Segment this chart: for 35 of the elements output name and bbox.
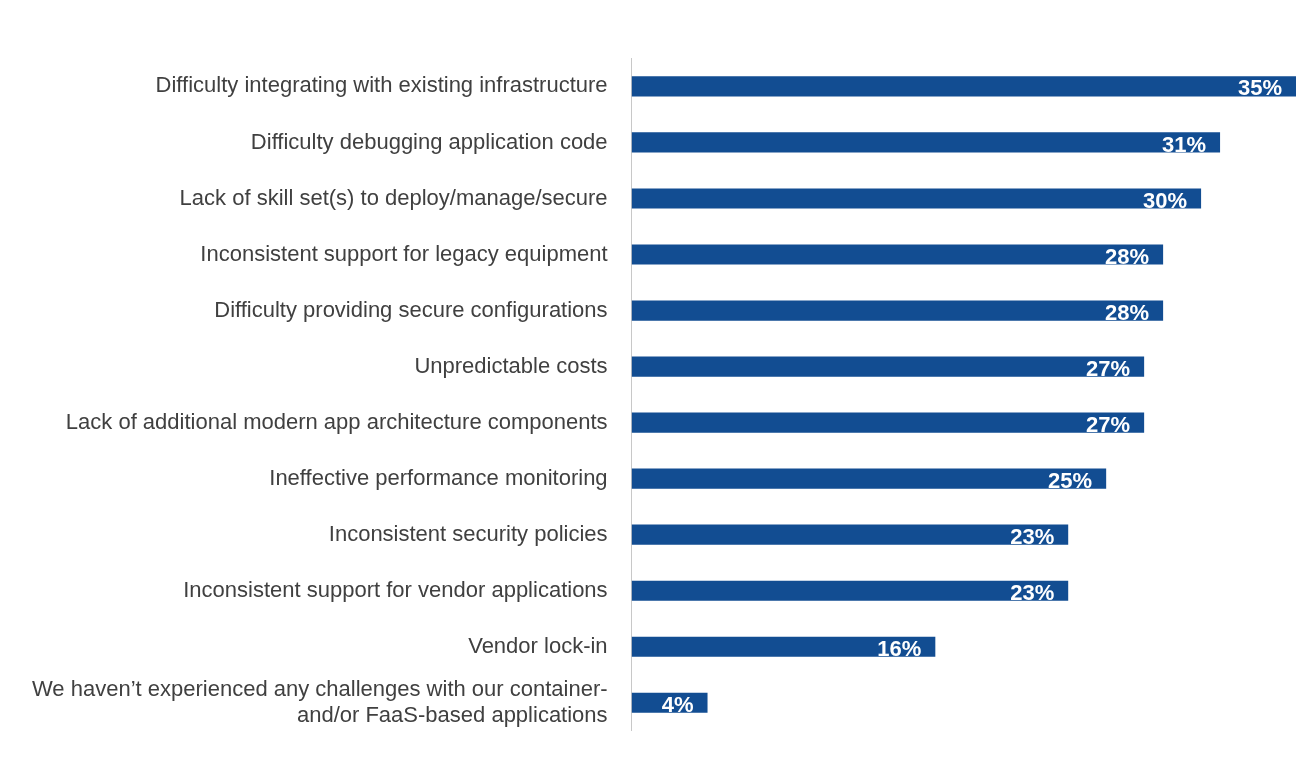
bar — [631, 300, 1164, 321]
bar — [631, 524, 1069, 545]
bar — [631, 468, 1107, 489]
y-tick-label: Inconsistent security policies — [328, 520, 608, 546]
y-tick-label: Ineffective performance monitoring — [269, 464, 608, 490]
y-tick-label: Lack of additional modern app architecture components — [65, 408, 608, 434]
y-tick-label: Inconsistent support for legacy equipment — [200, 240, 608, 266]
y-tick-label: Unpredictable costs — [414, 352, 608, 378]
data-label: 35% — [1237, 75, 1282, 101]
y-tick-label: Inconsistent support for vendor applications — [183, 576, 608, 602]
data-label: 28% — [1105, 299, 1150, 325]
bar — [631, 580, 1069, 601]
bar — [631, 188, 1202, 209]
bar — [631, 356, 1145, 377]
y-tick-label: Lack of skill set(s) to deploy/manage/secure — [179, 184, 608, 210]
data-label: 31% — [1162, 131, 1207, 157]
data-label: 25% — [1048, 467, 1093, 493]
bar — [631, 412, 1145, 433]
data-label: 23% — [1010, 579, 1055, 605]
data-label: 30% — [1143, 187, 1188, 213]
data-label: 23% — [1010, 523, 1055, 549]
bar — [631, 636, 936, 657]
data-label: 16% — [877, 635, 922, 661]
data-label: 28% — [1105, 243, 1150, 269]
bar — [631, 76, 1296, 97]
bar — [631, 244, 1164, 265]
y-tick-label: Difficulty providing secure configurations — [214, 296, 608, 322]
y-tick-label: Difficulty integrating with existing infrastructure — [155, 72, 608, 98]
y-tick-label: Vendor lock-in — [468, 632, 608, 658]
y-tick-label: We haven’t experienced any challenges with our container- and/or FaaS-based applications — [31, 675, 608, 728]
data-label: 27% — [1086, 411, 1131, 437]
y-tick-label: Difficulty debugging application code — [250, 128, 608, 154]
bar — [631, 132, 1221, 153]
data-label: 4% — [661, 691, 694, 717]
data-label: 27% — [1086, 355, 1131, 381]
